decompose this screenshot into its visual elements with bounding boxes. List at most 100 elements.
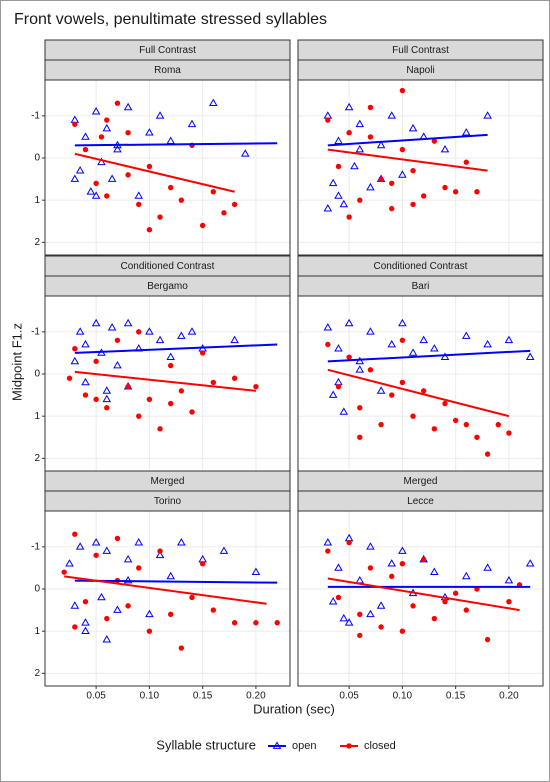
- open-point: [408, 348, 418, 356]
- closed-point: [221, 210, 227, 216]
- open-point: [462, 128, 471, 136]
- closed-point: [178, 645, 185, 651]
- open-point: [187, 327, 197, 335]
- open-point: [366, 182, 375, 191]
- closed-point: [367, 565, 374, 571]
- panel-background: [45, 80, 290, 255]
- open-point: [70, 601, 80, 609]
- open-point: [155, 111, 165, 119]
- open-point: [344, 318, 354, 327]
- closed-point: [104, 117, 110, 123]
- open-point: [177, 331, 186, 339]
- closed-point: [93, 180, 99, 187]
- open-point: [398, 318, 407, 327]
- open-point: [81, 377, 90, 386]
- closed-point: [253, 620, 259, 626]
- closed-point: [357, 405, 363, 411]
- y-tick-label: 0: [34, 153, 40, 164]
- legend-title: Syllable structure: [156, 737, 256, 752]
- fit-line: [327, 368, 510, 418]
- open-point: [81, 626, 90, 635]
- closed-point: [104, 193, 110, 199]
- closed-point: [378, 176, 384, 182]
- panel-background: [45, 296, 290, 471]
- open-point: [75, 327, 85, 335]
- fit-line: [74, 370, 257, 392]
- open-point: [339, 199, 349, 208]
- panel-border: [297, 510, 544, 687]
- open-point: [334, 563, 343, 571]
- closed-point: [125, 383, 131, 390]
- closed-point: [325, 548, 331, 554]
- closed-point: [93, 358, 99, 365]
- closed-point: [399, 337, 406, 343]
- closed-point: [506, 430, 512, 436]
- closed-point: [114, 535, 121, 542]
- open-point: [334, 191, 343, 199]
- open-point: [177, 538, 186, 546]
- open-point: [166, 571, 175, 580]
- closed-point: [114, 100, 121, 106]
- closed-point: [442, 598, 448, 605]
- closed-point: [420, 556, 427, 563]
- closed-point: [399, 561, 406, 567]
- closed-point: [125, 130, 131, 136]
- closed-point: [210, 189, 217, 195]
- open-point: [134, 191, 144, 199]
- closed-point: [335, 383, 342, 390]
- closed-point: [146, 396, 153, 403]
- closed-point: [157, 548, 163, 554]
- closed-point: [410, 201, 416, 208]
- strip-label: Roma: [154, 65, 181, 76]
- open-point: [334, 344, 343, 352]
- closed-point: [210, 379, 217, 386]
- open-point: [75, 542, 85, 550]
- strip-label: Bergamo: [147, 281, 188, 292]
- strip-label: Conditioned Contrast: [121, 261, 215, 272]
- closed-point: [157, 426, 163, 432]
- open-point: [134, 538, 144, 546]
- closed-point: [167, 611, 174, 618]
- closed-point: [389, 180, 395, 187]
- open-point: [344, 102, 354, 111]
- panel-border: [44, 79, 291, 256]
- open-point: [419, 335, 428, 344]
- closed-point: [93, 552, 99, 558]
- closed-point: [325, 117, 331, 123]
- open-point: [525, 352, 535, 360]
- open-point: [339, 407, 349, 415]
- open-point: [145, 128, 154, 136]
- open-point: [113, 144, 122, 153]
- y-tick-label: 1: [34, 411, 40, 422]
- closed-point: [367, 134, 374, 140]
- x-tick-label: 0.20: [246, 691, 266, 702]
- closed-point: [136, 329, 142, 335]
- open-point: [75, 166, 85, 174]
- panel-border: [44, 510, 291, 687]
- legend-label: open: [292, 740, 316, 752]
- open-point: [339, 613, 349, 622]
- closed-point: [357, 611, 363, 618]
- x-tick-label: 0.15: [193, 691, 213, 702]
- closed-point: [231, 620, 238, 626]
- open-point: [366, 327, 375, 335]
- closed-point: [72, 346, 78, 352]
- closed-point: [199, 561, 206, 567]
- y-axis-label: Midpoint F1.z: [9, 323, 24, 401]
- open-point: [323, 323, 333, 331]
- open-point: [107, 323, 117, 331]
- open-point: [483, 111, 492, 119]
- closed-point: [420, 193, 427, 199]
- closed-point: [474, 189, 480, 195]
- closed-point: [82, 146, 89, 153]
- closed-point: [104, 405, 110, 411]
- strip-label: Merged: [151, 476, 185, 487]
- open-point: [483, 563, 492, 571]
- y-tick-label: 1: [34, 195, 40, 206]
- closed-point: [136, 413, 142, 419]
- open-point: [91, 538, 101, 546]
- open-point: [376, 140, 386, 149]
- open-point: [350, 161, 359, 170]
- x-tick-label: 0.10: [140, 691, 160, 702]
- closed-point: [114, 337, 121, 343]
